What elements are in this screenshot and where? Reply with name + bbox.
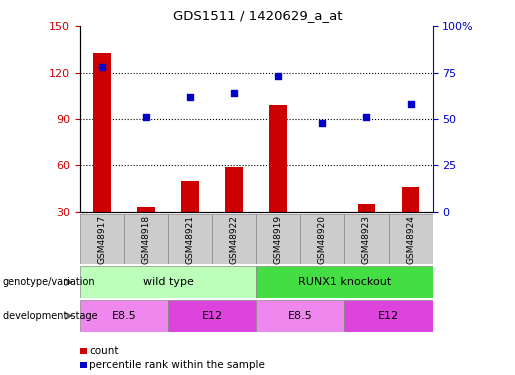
Text: GSM48917: GSM48917 <box>97 214 107 264</box>
FancyBboxPatch shape <box>80 300 168 332</box>
Text: GSM48919: GSM48919 <box>274 214 283 264</box>
Text: E8.5: E8.5 <box>112 311 136 321</box>
FancyBboxPatch shape <box>345 300 433 332</box>
FancyBboxPatch shape <box>388 214 433 264</box>
FancyBboxPatch shape <box>345 214 388 264</box>
Bar <box>137 207 155 258</box>
Text: development stage: development stage <box>3 311 97 321</box>
FancyBboxPatch shape <box>256 266 433 298</box>
Bar <box>226 167 243 258</box>
FancyBboxPatch shape <box>80 214 124 264</box>
Point <box>406 101 415 107</box>
Text: GSM48923: GSM48923 <box>362 214 371 264</box>
FancyBboxPatch shape <box>80 266 256 298</box>
Point <box>186 94 194 100</box>
Text: E8.5: E8.5 <box>288 311 313 321</box>
FancyBboxPatch shape <box>300 214 345 264</box>
Point <box>318 120 327 126</box>
FancyBboxPatch shape <box>168 214 212 264</box>
Bar <box>314 213 331 258</box>
Text: wild type: wild type <box>143 277 194 287</box>
Text: GSM48918: GSM48918 <box>142 214 150 264</box>
Text: E12: E12 <box>201 311 222 321</box>
Text: genotype/variation: genotype/variation <box>3 277 95 287</box>
FancyBboxPatch shape <box>256 214 300 264</box>
Bar <box>93 53 111 258</box>
Text: GSM48924: GSM48924 <box>406 214 415 264</box>
Text: E12: E12 <box>378 311 399 321</box>
FancyBboxPatch shape <box>168 300 256 332</box>
Bar <box>269 105 287 258</box>
Point <box>142 114 150 120</box>
Text: RUNX1 knockout: RUNX1 knockout <box>298 277 391 287</box>
Point <box>274 74 282 80</box>
Text: GSM48922: GSM48922 <box>230 214 238 264</box>
Text: GSM48920: GSM48920 <box>318 214 327 264</box>
Text: GDS1511 / 1420629_a_at: GDS1511 / 1420629_a_at <box>173 9 342 22</box>
Bar <box>402 187 419 258</box>
FancyBboxPatch shape <box>212 214 256 264</box>
Bar <box>357 204 375 258</box>
Text: GSM48921: GSM48921 <box>185 214 195 264</box>
Point <box>230 90 238 96</box>
FancyBboxPatch shape <box>124 214 168 264</box>
Bar <box>181 181 199 258</box>
Text: percentile rank within the sample: percentile rank within the sample <box>89 360 265 370</box>
Point <box>363 114 371 120</box>
FancyBboxPatch shape <box>256 300 345 332</box>
Point <box>98 64 106 70</box>
Text: count: count <box>89 346 118 355</box>
